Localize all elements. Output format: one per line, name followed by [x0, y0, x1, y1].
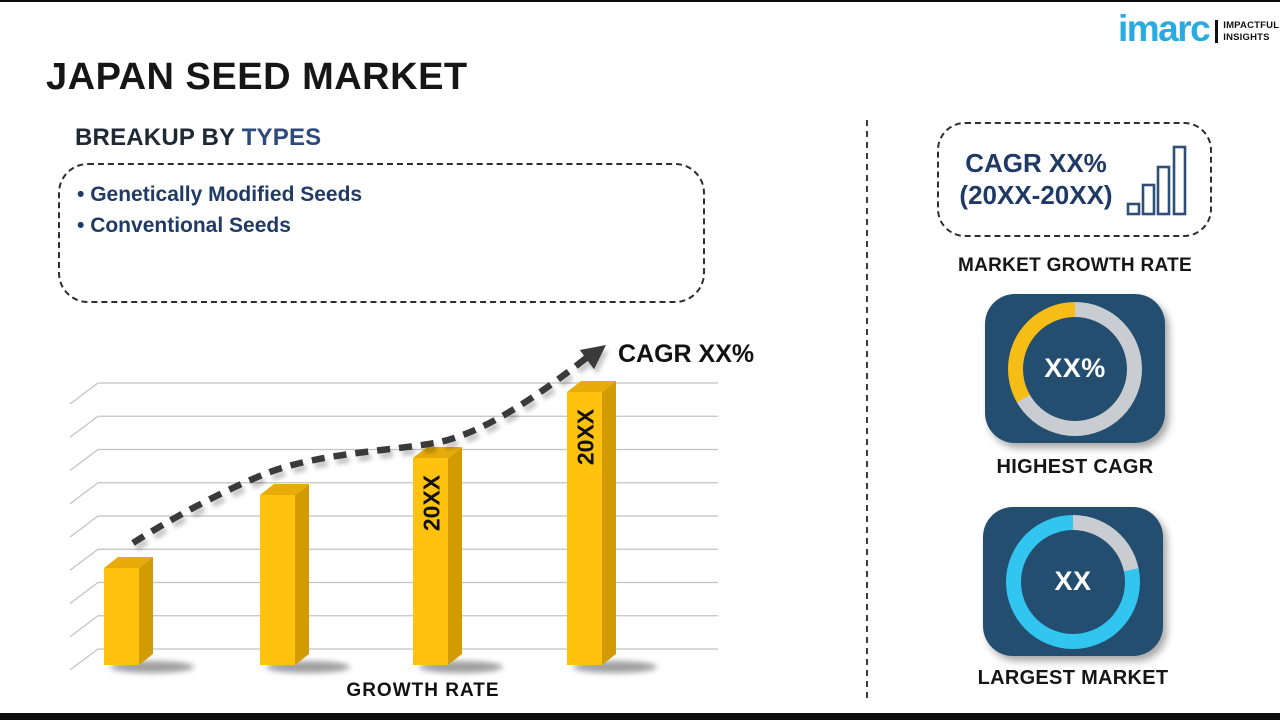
- bar-side: [295, 484, 309, 665]
- growth-bars-icon: [1126, 145, 1186, 215]
- gridline-tick: [69, 648, 99, 671]
- breakup-heading-prefix: BREAKUP BY: [75, 124, 242, 151]
- bar-top: [567, 381, 616, 392]
- types-list-box: Genetically Modified Seeds Conventional …: [58, 163, 705, 303]
- highest-cagr-card: XX%: [985, 294, 1165, 443]
- bar-top: [104, 557, 153, 568]
- bar-top: [260, 484, 309, 495]
- top-border: [0, 0, 1280, 2]
- logo-tagline-line1: IMPACTFUL: [1223, 20, 1280, 32]
- gridline-tick: [69, 548, 99, 571]
- trend-arrowhead: [579, 345, 606, 370]
- donut-hole: XX%: [1023, 316, 1127, 421]
- growth-rate-bar-chart: 20XX 20XX CAGR XX% GROWTH RATE: [69, 340, 754, 701]
- list-item: Genetically Modified Seeds: [77, 179, 683, 210]
- bottom-border: [0, 713, 1280, 720]
- bar-side: [602, 381, 616, 665]
- highest-cagr-label: HIGHEST CAGR: [996, 456, 1154, 478]
- cagr-line2: (20XX-20XX): [959, 179, 1113, 210]
- breakup-heading: BREAKUP BY TYPES: [75, 124, 321, 152]
- bar-front: [413, 458, 448, 665]
- largest-market-value: XX: [1054, 566, 1092, 596]
- bar-front: [104, 568, 139, 665]
- bar-front: [260, 495, 295, 665]
- gridline-tick: [69, 615, 99, 638]
- gridline-tick: [69, 415, 99, 438]
- breakup-heading-highlight: TYPES: [241, 124, 322, 151]
- highest-cagr-donut: XX%: [1008, 301, 1142, 436]
- bar-label: 20XX: [419, 474, 445, 531]
- largest-market-card: XX: [983, 507, 1163, 656]
- largest-market-donut: XX: [1006, 514, 1140, 649]
- trend-arrow-line: [131, 352, 593, 546]
- types-list: Genetically Modified Seeds Conventional …: [77, 179, 683, 241]
- donut-hole: XX: [1021, 529, 1125, 634]
- list-item: Conventional Seeds: [77, 210, 683, 241]
- gridline-tick: [69, 582, 99, 604]
- gridline-tick: [69, 449, 99, 471]
- largest-market-label: LARGEST MARKET: [977, 667, 1169, 689]
- logo-divider: [1215, 20, 1219, 43]
- gridline-tick: [69, 382, 99, 405]
- bar-side: [139, 557, 153, 665]
- bar-front: [567, 392, 602, 665]
- market-growth-rate-box: CAGR XX% (20XX-20XX): [937, 122, 1212, 237]
- page-title: JAPAN SEED MARKET: [46, 56, 468, 98]
- imarc-wordmark: imarc: [1118, 8, 1211, 49]
- vertical-dashed-divider: [866, 120, 868, 702]
- gridline-tick: [69, 482, 99, 505]
- x-axis-label: GROWTH RATE: [346, 680, 499, 701]
- logo-tagline-line2: INSIGHTS: [1223, 31, 1270, 43]
- logo-tagline: IMPACTFUL INSIGHTS: [1223, 20, 1279, 42]
- highest-cagr-value: XX%: [1044, 353, 1106, 383]
- cagr-annotation: CAGR XX%: [618, 340, 754, 368]
- imarc-logo: imarc IMPACTFUL INSIGHTS: [1118, 10, 1279, 47]
- bar-label: 20XX: [573, 408, 599, 465]
- gridline-tick: [69, 515, 99, 538]
- bar-side: [448, 447, 462, 665]
- cagr-line1: CAGR XX%: [965, 147, 1107, 178]
- market-growth-rate-label: MARKET GROWTH RATE: [957, 255, 1193, 276]
- cagr-value-text: CAGR XX% (20XX-20XX): [959, 148, 1112, 211]
